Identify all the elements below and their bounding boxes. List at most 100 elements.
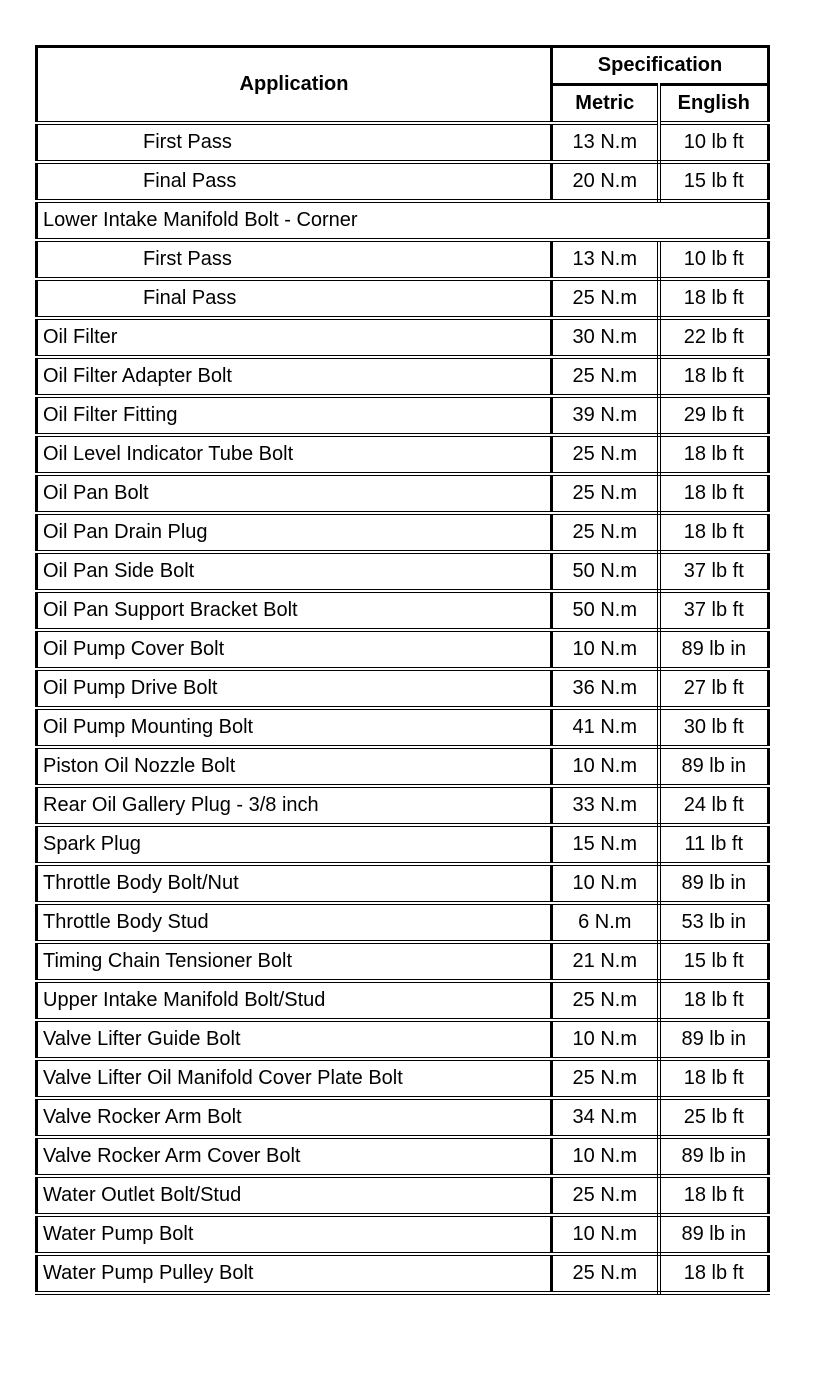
application-cell: Oil Pan Side Bolt: [35, 550, 553, 593]
metric-cell: 36 N.m: [550, 667, 661, 710]
metric-cell: 30 N.m: [550, 316, 661, 359]
application-cell: Oil Level Indicator Tube Bolt: [35, 433, 553, 476]
table-row: Throttle Body Bolt/Nut 10 N.m 89 lb in: [35, 862, 771, 905]
metric-cell: 6 N.m: [550, 901, 661, 944]
application-cell: First Pass: [35, 121, 553, 164]
metric-cell: 21 N.m: [550, 940, 661, 983]
metric-cell: 50 N.m: [550, 589, 661, 632]
english-cell: 15 lb ft: [656, 940, 771, 983]
english-cell: 89 lb in: [656, 745, 771, 788]
application-cell: Timing Chain Tensioner Bolt: [35, 940, 553, 983]
table-row: Oil Filter Adapter Bolt 25 N.m 18 lb ft: [35, 355, 771, 398]
metric-cell: 13 N.m: [550, 121, 661, 164]
metric-cell: 25 N.m: [550, 979, 661, 1022]
application-cell: Oil Pump Mounting Bolt: [35, 706, 553, 749]
metric-cell: 25 N.m: [550, 511, 661, 554]
header-application: Application: [35, 45, 553, 125]
english-cell: 18 lb ft: [656, 979, 771, 1022]
application-cell: Spark Plug: [35, 823, 553, 866]
table-row: Oil Filter Fitting 39 N.m 29 lb ft: [35, 394, 771, 437]
application-cell: Final Pass: [35, 160, 553, 203]
metric-cell: 50 N.m: [550, 550, 661, 593]
english-cell: 18 lb ft: [656, 277, 771, 320]
table-row: Oil Level Indicator Tube Bolt 25 N.m 18 lb…: [35, 433, 771, 476]
metric-cell: 25 N.m: [550, 472, 661, 515]
application-cell: Oil Pan Bolt: [35, 472, 553, 515]
table-row: Oil Filter 30 N.m 22 lb ft: [35, 316, 771, 359]
table-row: Oil Pan Support Bracket Bolt 50 N.m 37 lb …: [35, 589, 771, 632]
table-row: Valve Lifter Oil Manifold Cover Plate Bo…: [35, 1057, 771, 1100]
application-cell: Rear Oil Gallery Plug - 3/8 inch: [35, 784, 553, 827]
metric-cell: 10 N.m: [550, 862, 661, 905]
english-cell: 18 lb ft: [656, 472, 771, 515]
application-cell: Throttle Body Stud: [35, 901, 553, 944]
english-cell: 10 lb ft: [656, 121, 771, 164]
table-row: Oil Pump Mounting Bolt 41 N.m 30 lb ft: [35, 706, 771, 749]
metric-cell: 33 N.m: [550, 784, 661, 827]
table-row: Final Pass 20 N.m 15 lb ft: [35, 160, 771, 203]
header-english: English: [656, 83, 771, 125]
metric-cell: 39 N.m: [550, 394, 661, 437]
application-cell: Throttle Body Bolt/Nut: [35, 862, 553, 905]
table-row: Final Pass 25 N.m 18 lb ft: [35, 277, 771, 320]
table-row: Timing Chain Tensioner Bolt 21 N.m 15 lb f…: [35, 940, 771, 983]
english-cell: 18 lb ft: [656, 433, 771, 476]
metric-cell: 20 N.m: [550, 160, 661, 203]
english-cell: 30 lb ft: [656, 706, 771, 749]
application-cell: Water Pump Pulley Bolt: [35, 1252, 553, 1295]
application-cell: Piston Oil Nozzle Bolt: [35, 745, 553, 788]
table-row: Lower Intake Manifold Bolt - Corner: [34, 199, 771, 242]
english-cell: 22 lb ft: [656, 316, 771, 359]
application-cell: Oil Pan Drain Plug: [35, 511, 553, 554]
torque-spec-table: Application Specification Metric English…: [34, 45, 771, 1295]
application-cell: Oil Filter Adapter Bolt: [35, 355, 553, 398]
english-cell: 24 lb ft: [656, 784, 771, 827]
metric-cell: 10 N.m: [550, 745, 661, 788]
header-metric: Metric: [550, 83, 661, 125]
table-row: Oil Pump Cover Bolt 10 N.m 89 lb in: [35, 628, 771, 671]
english-cell: 15 lb ft: [656, 160, 771, 203]
table-row: First Pass 13 N.m 10 lb ft: [35, 121, 771, 164]
section-heading-cell: Lower Intake Manifold Bolt - Corner: [34, 199, 771, 242]
application-cell: Oil Pump Drive Bolt: [35, 667, 553, 710]
table-row: Valve Lifter Guide Bolt 10 N.m 89 lb in: [35, 1018, 771, 1061]
table-row: Oil Pan Drain Plug 25 N.m 18 lb ft: [35, 511, 771, 554]
table-row: Oil Pan Bolt 25 N.m 18 lb ft: [35, 472, 771, 515]
metric-cell: 25 N.m: [550, 355, 661, 398]
application-cell: Valve Lifter Guide Bolt: [35, 1018, 553, 1061]
table-row: Oil Pan Side Bolt 50 N.m 37 lb ft: [35, 550, 771, 593]
english-cell: 89 lb in: [656, 628, 771, 671]
metric-cell: 13 N.m: [550, 238, 661, 281]
metric-cell: 10 N.m: [550, 1018, 661, 1061]
application-cell: Water Pump Bolt: [35, 1213, 553, 1256]
header-specification: Specification: [549, 45, 771, 86]
english-cell: 18 lb ft: [656, 1252, 771, 1295]
metric-cell: 10 N.m: [550, 1135, 661, 1178]
english-cell: 37 lb ft: [656, 589, 771, 632]
table-row: First Pass 13 N.m 10 lb ft: [35, 238, 771, 281]
table-row: Spark Plug 15 N.m 11 lb ft: [35, 823, 771, 866]
metric-cell: 25 N.m: [550, 1057, 661, 1100]
metric-cell: 15 N.m: [550, 823, 661, 866]
table-row: Water Pump Pulley Bolt 25 N.m 18 lb ft: [35, 1252, 771, 1295]
application-cell: Valve Lifter Oil Manifold Cover Plate Bo…: [35, 1057, 553, 1100]
metric-cell: 34 N.m: [550, 1096, 661, 1139]
english-cell: 18 lb ft: [656, 355, 771, 398]
english-cell: 10 lb ft: [656, 238, 771, 281]
application-cell: Valve Rocker Arm Cover Bolt: [35, 1135, 553, 1178]
english-cell: 25 lb ft: [656, 1096, 771, 1139]
table-body: First Pass 13 N.m 10 lb ft Final Pass 20 N.m…: [34, 121, 771, 1295]
application-cell: Oil Pan Support Bracket Bolt: [35, 589, 553, 632]
table-row: Piston Oil Nozzle Bolt 10 N.m 89 lb in: [35, 745, 771, 788]
table-row: Valve Rocker Arm Cover Bolt 10 N.m 89 lb i…: [35, 1135, 771, 1178]
english-cell: 89 lb in: [656, 1018, 771, 1061]
english-cell: 18 lb ft: [656, 1057, 771, 1100]
application-cell: Valve Rocker Arm Bolt: [35, 1096, 553, 1139]
table-row: Water Pump Bolt 10 N.m 89 lb in: [35, 1213, 771, 1256]
english-cell: 53 lb in: [656, 901, 771, 944]
metric-cell: 25 N.m: [550, 1252, 661, 1295]
english-cell: 89 lb in: [656, 1213, 771, 1256]
table-row: Upper Intake Manifold Bolt/Stud 25 N.m 18 …: [35, 979, 771, 1022]
english-cell: 11 lb ft: [656, 823, 771, 866]
table-row: Valve Rocker Arm Bolt 34 N.m 25 lb ft: [35, 1096, 771, 1139]
